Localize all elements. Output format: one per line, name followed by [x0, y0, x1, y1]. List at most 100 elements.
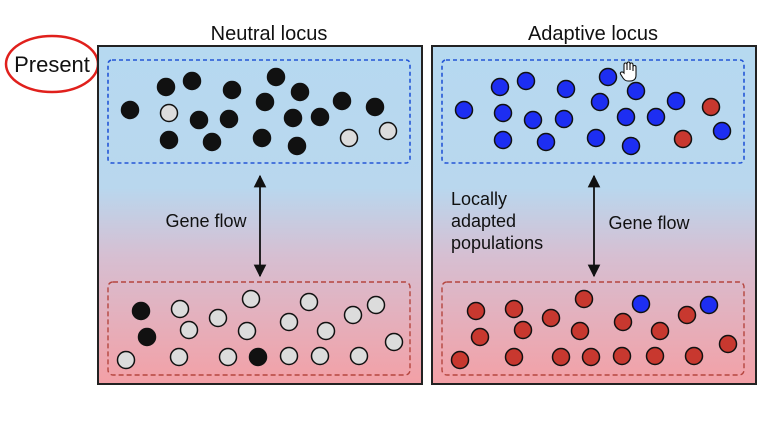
neutral-bottom-grey-individual	[299, 292, 319, 312]
adaptive-bottom-red-individual	[645, 346, 665, 366]
adaptive-top-blue-individual	[598, 67, 618, 87]
adaptive-bottom-red-individual	[504, 347, 524, 367]
neutral-bottom-black-individual	[248, 347, 268, 367]
adaptive-bottom-red-individual	[677, 305, 697, 325]
neutral-locus-title: Neutral locus	[211, 23, 328, 45]
adaptive-top-blue-individual	[621, 136, 641, 156]
adaptive-top-blue-individual	[493, 130, 513, 150]
locally-adapted-label-line-3: populations	[451, 233, 543, 253]
neutral-top-black-individual	[255, 92, 275, 112]
neutral-bottom-dots	[116, 289, 404, 370]
neutral-bottom-grey-individual	[179, 320, 199, 340]
neutral-bottom-grey-individual	[218, 347, 238, 367]
locally-adapted-label-line-1: Locally	[451, 189, 507, 209]
neutral-top-black-individual	[202, 132, 222, 152]
adaptive-bottom-red-individual	[612, 346, 632, 366]
adaptive-bottom-red-individual	[650, 321, 670, 341]
adaptive-bottom-blue-individual	[699, 295, 719, 315]
present-annotation: Present	[4, 34, 100, 94]
adaptive-top-blue-individual	[556, 79, 576, 99]
adaptive-bottom-blue-individual	[631, 294, 651, 314]
adaptive-top-blue-individual	[646, 107, 666, 127]
neutral-top-black-individual	[219, 109, 239, 129]
neutral-bottom-grey-individual	[349, 346, 369, 366]
adaptive-top-red-individual	[701, 97, 721, 117]
adaptive-top-blue-individual	[666, 91, 686, 111]
adaptive-bottom-population-box	[441, 281, 745, 376]
neutral-top-black-individual	[252, 128, 272, 148]
neutral-top-grey-individual	[159, 103, 179, 123]
neutral-bottom-grey-individual	[237, 321, 257, 341]
neutral-top-black-individual	[156, 77, 176, 97]
adaptive-bottom-red-individual	[470, 327, 490, 347]
neutral-top-population-box	[107, 59, 411, 164]
adaptive-bottom-red-individual	[613, 312, 633, 332]
adaptive-locus-title: Adaptive locus	[528, 23, 658, 45]
adaptive-bottom-red-individual	[450, 350, 470, 370]
adaptive-bottom-red-individual	[684, 346, 704, 366]
neutral-top-grey-individual	[378, 121, 398, 141]
neutral-top-black-individual	[290, 82, 310, 102]
adaptive-top-red-individual	[673, 129, 693, 149]
neutral-top-black-individual	[310, 107, 330, 127]
neutral-top-dots	[120, 67, 398, 156]
neutral-top-black-individual	[222, 80, 242, 100]
neutral-bottom-black-individual	[131, 301, 151, 321]
neutral-bottom-grey-individual	[384, 332, 404, 352]
neutral-top-black-individual	[283, 108, 303, 128]
adaptive-top-blue-individual	[712, 121, 732, 141]
neutral-top-black-individual	[120, 100, 140, 120]
neutral-bottom-grey-individual	[279, 346, 299, 366]
neutral-bottom-grey-individual	[366, 295, 386, 315]
adaptive-bottom-red-individual	[541, 308, 561, 328]
neutral-bottom-population-box	[107, 281, 411, 376]
adaptive-bottom-red-individual	[513, 320, 533, 340]
adaptive-bottom-red-individual	[551, 347, 571, 367]
neutral-top-black-individual	[266, 67, 286, 87]
neutral-bottom-grey-individual	[169, 347, 189, 367]
neutral-bottom-grey-individual	[343, 305, 363, 325]
neutral-top-black-individual	[182, 71, 202, 91]
adaptive-bottom-red-individual	[570, 321, 590, 341]
adaptive-top-blue-individual	[536, 132, 556, 152]
adaptive-locus-panel: Adaptive locus Gene flow Locally adapted…	[431, 23, 757, 385]
neutral-bottom-grey-individual	[116, 350, 136, 370]
neutral-top-black-individual	[365, 97, 385, 117]
neutral-bottom-grey-individual	[310, 346, 330, 366]
neutral-gene-flow-label: Gene flow	[165, 211, 247, 231]
locally-adapted-label-line-2: adapted	[451, 211, 516, 231]
present-label: Present	[14, 52, 90, 77]
adaptive-bottom-dots	[450, 289, 738, 370]
adaptive-top-blue-individual	[626, 81, 646, 101]
neutral-top-grey-individual	[339, 128, 359, 148]
neutral-bottom-grey-individual	[241, 289, 261, 309]
neutral-top-black-individual	[332, 91, 352, 111]
neutral-bottom-black-individual	[137, 327, 157, 347]
adaptive-bottom-red-individual	[574, 289, 594, 309]
adaptive-top-blue-individual	[590, 92, 610, 112]
adaptive-bottom-red-individual	[466, 301, 486, 321]
neutral-bottom-grey-individual	[208, 308, 228, 328]
adaptive-bottom-red-individual	[581, 347, 601, 367]
adaptive-top-population-box	[441, 59, 745, 164]
neutral-bottom-grey-individual	[279, 312, 299, 332]
neutral-top-black-individual	[159, 130, 179, 150]
adaptive-gene-flow-label: Gene flow	[608, 213, 690, 233]
adaptive-top-blue-individual	[554, 109, 574, 129]
adaptive-top-dots	[454, 67, 732, 156]
hand-cursor-icon	[619, 61, 637, 82]
adaptive-top-blue-individual	[586, 128, 606, 148]
adaptive-top-blue-individual	[516, 71, 536, 91]
neutral-top-black-individual	[189, 110, 209, 130]
adaptive-top-blue-individual	[616, 107, 636, 127]
adaptive-top-blue-individual	[523, 110, 543, 130]
neutral-locus-panel: Neutral locus Gene flow	[97, 23, 423, 385]
neutral-bottom-grey-individual	[316, 321, 336, 341]
adaptive-bottom-red-individual	[504, 299, 524, 319]
adaptive-bottom-red-individual	[718, 334, 738, 354]
neutral-bottom-grey-individual	[170, 299, 190, 319]
adaptive-top-blue-individual	[454, 100, 474, 120]
neutral-top-black-individual	[287, 136, 307, 156]
adaptive-top-blue-individual	[490, 77, 510, 97]
